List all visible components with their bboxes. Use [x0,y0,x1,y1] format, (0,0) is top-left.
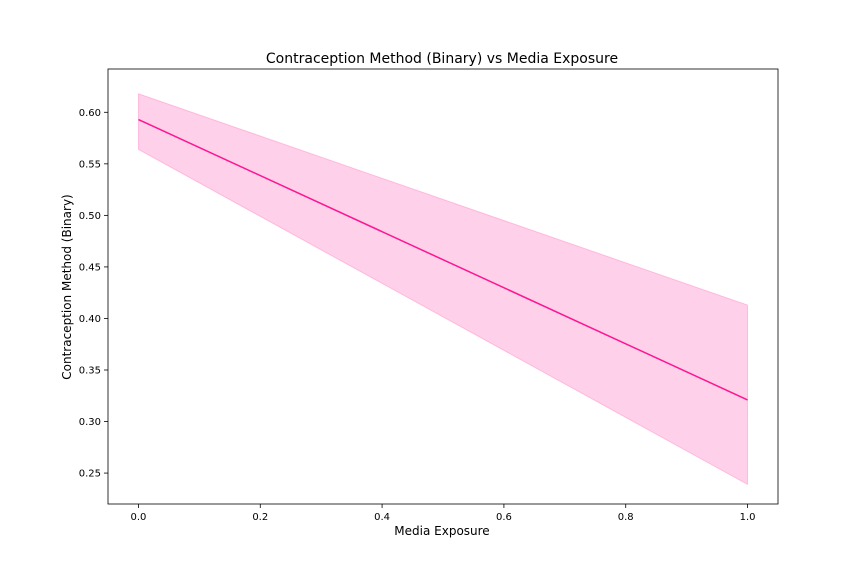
series-line [138,118,748,401]
axes-frame [107,68,779,505]
y-tick-label: 0.45 [79,262,101,273]
y-tick-label: 0.35 [79,365,101,376]
x-tick-label: 0.2 [252,512,268,523]
y-tick-label: 0.25 [79,469,101,480]
y-tick-label: 0.55 [79,159,101,170]
plot-area [137,93,749,486]
x-tick-label: 0.4 [374,512,390,523]
y-tick-label: 0.30 [79,417,101,428]
y-tick-label: 0.60 [79,108,101,119]
y-tick-label: 0.40 [79,314,101,325]
x-tick-label: 0.6 [496,512,512,523]
axes: 0.0 0.2 0.4 0.6 0.8 1.0 0.25 0.30 0.35 0.40 0.45 0.… [79,68,779,523]
confidence-band [137,93,749,486]
x-tick-label: 0.0 [131,512,147,523]
y-tick-label: 0.50 [79,211,101,222]
x-tick-label: 0.8 [618,512,634,523]
y-axis-label: Contraception Method (Binary) [60,194,74,379]
x-axis-label: Media Exposure [394,524,489,538]
chart-title: Contraception Method (Binary) vs Media E… [266,51,618,67]
x-tick-label: 1.0 [740,512,756,523]
